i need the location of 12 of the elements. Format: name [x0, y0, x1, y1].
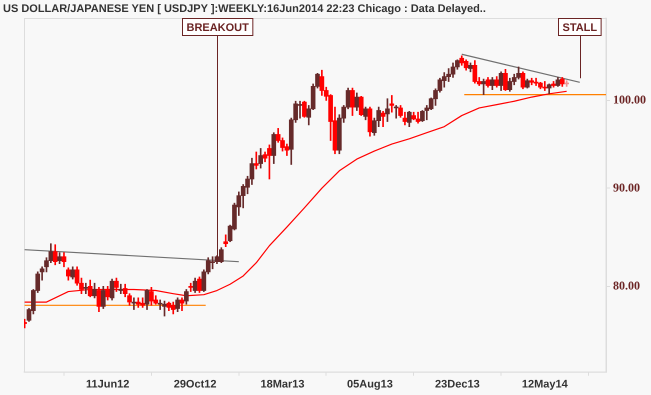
- y-tick-label: 80.00: [613, 278, 640, 292]
- x-tick-label: 11Jun12: [86, 378, 130, 390]
- x-tick-label: 18Mar13: [260, 378, 305, 390]
- x-tick-label: 23Dec13: [435, 378, 480, 390]
- annotation: STALL: [562, 22, 598, 34]
- x-tick-label: 12May14: [522, 378, 569, 390]
- y-tick-label: 100.00: [613, 92, 646, 107]
- annotation: BREAKOUT: [186, 22, 250, 34]
- chart-title: US DOLLAR/JAPANESE YEN [ USDJPY ]:WEEKLY:16Jun2014 22:23 Chicago : Data Delayed..: [3, 3, 486, 16]
- x-tick-label: 29Oct12: [174, 378, 217, 390]
- y-tick-label: 90.00: [613, 180, 640, 194]
- x-tick-label: 05Aug13: [347, 378, 393, 390]
